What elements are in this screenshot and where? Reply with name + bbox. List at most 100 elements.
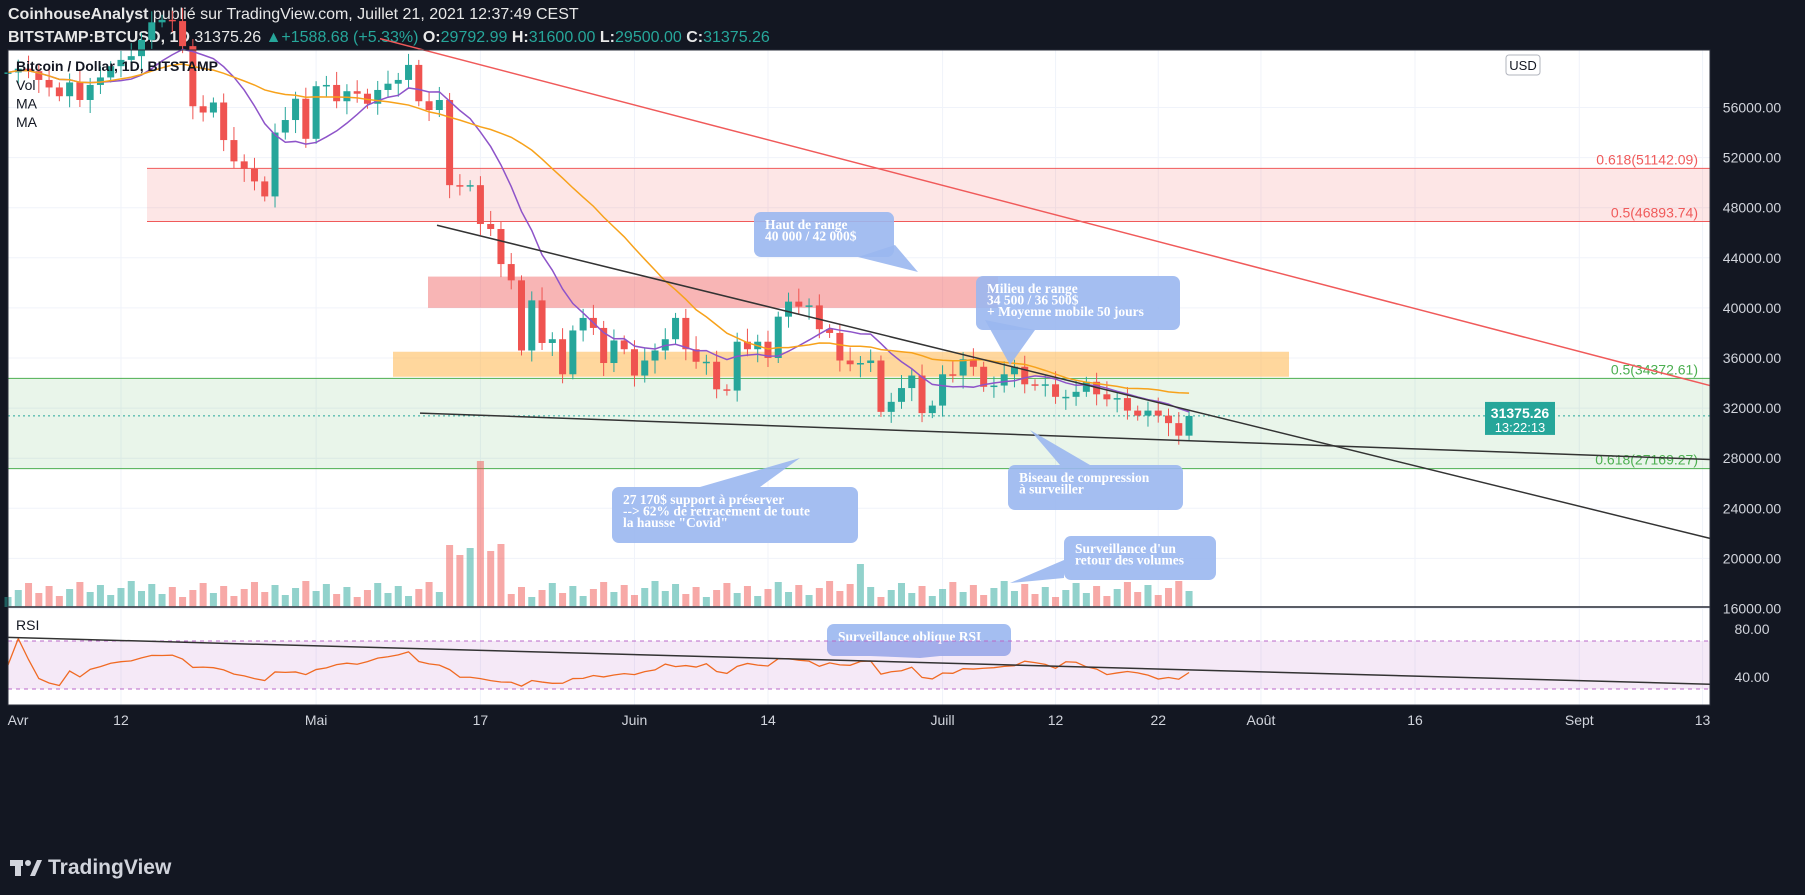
legend-title[interactable]: Bitcoin / Dollar, 1D, BITSTAMP: [16, 58, 218, 74]
trendline-resistance-red[interactable]: [379, 37, 1711, 387]
candle-body[interactable]: [980, 366, 988, 387]
candle-body[interactable]: [127, 56, 135, 60]
candle-body[interactable]: [281, 120, 289, 133]
candle-body[interactable]: [487, 223, 495, 229]
candle-body[interactable]: [969, 359, 977, 367]
trendline-wedge-upper[interactable]: [436, 224, 1711, 540]
candle-body[interactable]: [302, 98, 310, 139]
candle-body[interactable]: [815, 305, 823, 330]
candle-body[interactable]: [1031, 384, 1039, 386]
candle-body[interactable]: [261, 181, 269, 197]
candle-body[interactable]: [1144, 410, 1152, 416]
candle-body[interactable]: [240, 161, 248, 169]
candle-body[interactable]: [928, 405, 936, 414]
candle-body[interactable]: [887, 401, 895, 412]
candle-body[interactable]: [897, 388, 905, 402]
tradingview-logo[interactable]: TradingView: [10, 856, 171, 880]
candle-body[interactable]: [333, 84, 341, 102]
candle-body[interactable]: [148, 22, 156, 40]
trend-lines[interactable]: [379, 37, 1711, 540]
candle-body[interactable]: [1021, 366, 1029, 385]
candle-body[interactable]: [415, 64, 423, 102]
candle-body[interactable]: [405, 64, 413, 80]
candle-body[interactable]: [96, 77, 104, 85]
candle-body[interactable]: [959, 359, 967, 376]
candle-body[interactable]: [908, 375, 916, 389]
candle-body[interactable]: [435, 99, 443, 111]
candle-body[interactable]: [35, 71, 43, 80]
candle-body[interactable]: [1010, 366, 1018, 375]
candle-body[interactable]: [836, 332, 844, 361]
candle-body[interactable]: [538, 300, 546, 343]
candle-body[interactable]: [528, 300, 536, 351]
candle-body[interactable]: [209, 102, 217, 113]
candle-body[interactable]: [774, 316, 782, 358]
candle-body[interactable]: [107, 66, 115, 78]
candle-body[interactable]: [271, 132, 279, 197]
candle-body[interactable]: [220, 102, 228, 141]
candle-body[interactable]: [1154, 410, 1162, 416]
candle-body[interactable]: [579, 317, 587, 331]
candle-body[interactable]: [743, 341, 751, 350]
candle-body[interactable]: [713, 361, 721, 390]
candle-body[interactable]: [168, 19, 176, 22]
candle-body[interactable]: [939, 374, 947, 406]
candle-body[interactable]: [466, 185, 474, 187]
candle-body[interactable]: [138, 39, 146, 57]
candle-body[interactable]: [569, 330, 577, 375]
candle-body[interactable]: [456, 185, 464, 187]
candle-body[interactable]: [672, 317, 680, 340]
candle-body[interactable]: [692, 349, 700, 362]
candle-body[interactable]: [1000, 374, 1008, 386]
candle-body[interactable]: [826, 329, 834, 333]
candle-body[interactable]: [1072, 391, 1080, 397]
legend-item[interactable]: Vol: [16, 77, 35, 93]
candle-body[interactable]: [1175, 423, 1183, 436]
candle-body[interactable]: [353, 91, 361, 94]
candle-body[interactable]: [918, 375, 926, 414]
candle-body[interactable]: [179, 21, 187, 47]
rsi-trendline[interactable]: [7, 636, 1711, 685]
x-axis-panel[interactable]: [8, 705, 1710, 848]
candle-body[interactable]: [723, 389, 731, 391]
candle-body[interactable]: [600, 327, 608, 364]
candle-body[interactable]: [651, 350, 659, 361]
candle-body[interactable]: [949, 374, 957, 376]
candle-body[interactable]: [785, 301, 793, 317]
candle-body[interactable]: [507, 264, 515, 281]
candle-body[interactable]: [733, 341, 741, 391]
candle-body[interactable]: [55, 87, 63, 97]
candle-body[interactable]: [199, 106, 207, 113]
candle-body[interactable]: [25, 68, 33, 72]
candle-body[interactable]: [189, 46, 197, 107]
candle-body[interactable]: [476, 185, 484, 224]
candle-body[interactable]: [620, 340, 628, 350]
candle-body[interactable]: [384, 83, 392, 90]
candle-body[interactable]: [1134, 410, 1142, 416]
candle-body[interactable]: [1185, 415, 1193, 436]
candle-body[interactable]: [610, 340, 618, 364]
candle-body[interactable]: [45, 79, 53, 88]
candle-series[interactable]: [4, 8, 1193, 445]
candle-body[interactable]: [548, 339, 556, 343]
candle-body[interactable]: [630, 349, 638, 376]
candle-body[interactable]: [322, 84, 330, 87]
legend-item[interactable]: MA: [16, 114, 38, 130]
candle-body[interactable]: [394, 79, 402, 84]
candle-body[interactable]: [1041, 384, 1049, 386]
candle-body[interactable]: [518, 280, 525, 351]
candle-body[interactable]: [1113, 398, 1121, 400]
candle-body[interactable]: [795, 301, 803, 307]
candle-body[interactable]: [1062, 396, 1070, 399]
y-axis-panel[interactable]: [1710, 0, 1805, 848]
candle-body[interactable]: [846, 360, 854, 365]
candle-body[interactable]: [764, 341, 772, 358]
candle-body[interactable]: [856, 363, 864, 365]
candle-body[interactable]: [497, 228, 505, 265]
candle-body[interactable]: [86, 84, 94, 100]
candle-body[interactable]: [682, 317, 690, 350]
